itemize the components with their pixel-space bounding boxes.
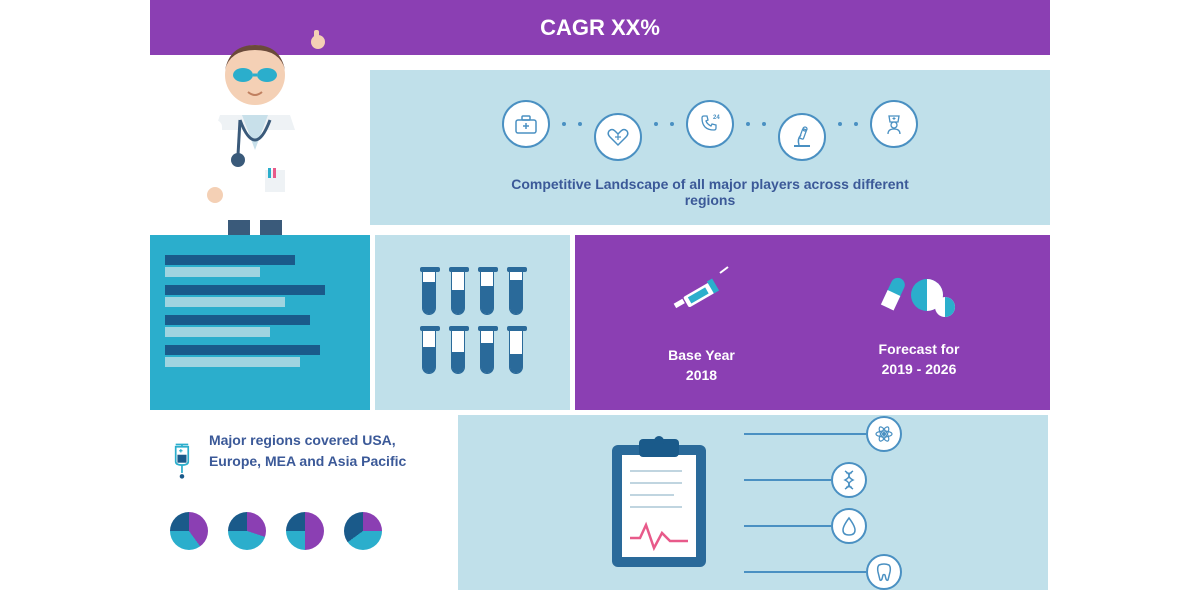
header-title: CAGR XX% [540,15,660,41]
branch [744,508,903,544]
bar-pair [165,315,355,337]
icon-row: 24 [502,88,918,161]
icon-dot [746,122,750,126]
branch-line [744,433,867,435]
test-tube [422,330,436,374]
pie-row [170,512,430,550]
clipboard-section [458,415,1048,590]
test-tube [451,271,465,315]
bar-chart-section [150,235,370,410]
tube-fill [481,343,493,373]
base-year-label: Base Year 2018 [668,346,735,385]
icon-dot [670,122,674,126]
icon-dot [578,122,582,126]
doctor-svg [170,20,340,260]
nurse-icon [870,100,918,148]
clipboard-icon [604,433,714,573]
medkit-icon [502,100,550,148]
tube-fill [452,290,464,314]
icons-caption: Competitive Landscape of all major playe… [510,176,910,208]
dna-icon [831,462,867,498]
regions-top: Major regions covered USA, Europe, MEA a… [170,430,430,492]
tube-fill [510,280,522,314]
icon-dot [654,122,658,126]
icon-dot [562,122,566,126]
bar-pair [165,255,355,277]
tubes-section [375,235,570,410]
base-year-item: Base Year 2018 [666,259,738,385]
test-tube [509,271,523,315]
microscope-icon [778,113,826,161]
regions-text: Major regions covered USA, Europe, MEA a… [209,430,430,472]
bar-dark [165,315,310,325]
syringe-icon [666,259,738,331]
forecast-label: Forecast for 2019 - 2026 [879,340,960,379]
atom-icon [866,416,902,452]
test-tube [480,330,494,374]
bar-pair [165,285,355,307]
pie-chart [344,512,382,550]
icons-band: 24 Competitive Landscape of all major pl… [370,70,1050,225]
branch-line [744,479,832,481]
tube-fill [452,352,464,374]
bar-light [165,297,285,307]
forecast-item: Forecast for 2019 - 2026 [879,265,960,379]
test-tube [480,271,494,315]
pie-chart [170,512,208,550]
regions-section: Major regions covered USA, Europe, MEA a… [150,415,450,590]
branch-line [744,525,832,527]
tube-fill [481,286,493,314]
bar-dark [165,255,295,265]
phone24-icon: 24 [686,100,734,148]
bar-pair [165,345,355,367]
test-tube [451,330,465,374]
tube-fill [423,347,435,373]
icon-dot [762,122,766,126]
icon-dot [854,122,858,126]
bar-dark [165,285,325,295]
bar-light [165,267,260,277]
bars-container [165,255,355,367]
pie-chart [286,512,324,550]
pills-icon [879,265,959,325]
purple-section: Base Year 2018 Forecast for 2019 - 2026 [575,235,1050,410]
bar-light [165,357,300,367]
drop-icon [831,508,867,544]
test-tube [422,271,436,315]
branches-container [744,416,903,590]
branch [744,416,903,452]
pie-chart [228,512,266,550]
branch [744,554,903,590]
heart-icon [594,113,642,161]
svg-text:24: 24 [713,115,720,121]
doctor-figure [170,20,340,260]
bar-dark [165,345,320,355]
tooth-icon [866,554,902,590]
iv-bag-icon [170,430,194,492]
icon-dot [838,122,842,126]
branch-line [744,571,867,573]
tube-fill [510,354,522,373]
tube-fill [423,282,435,314]
branch [744,462,903,498]
test-tube [509,330,523,374]
bar-light [165,327,270,337]
tubes-grid [422,271,523,374]
